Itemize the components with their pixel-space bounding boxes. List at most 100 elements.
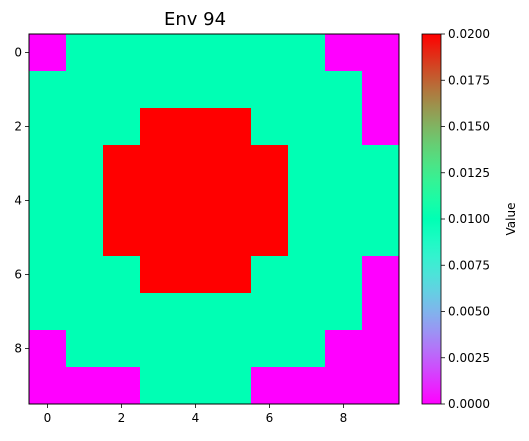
heatmap-cell-r0-c8 (325, 34, 363, 72)
heatmap-cell-r5-c1 (66, 219, 104, 257)
heatmap-cell-r4-c3 (140, 182, 178, 220)
colorbar: 0.0000 0.0025 0.0050 0.0075 0.0100 0.0125 0.01… (421, 27, 490, 411)
colorbar-tick-label-0.0025: 0.0025 (448, 351, 490, 365)
heatmap-cell-r9-c0 (29, 367, 67, 405)
heatmap-cell-r9-c4 (177, 367, 215, 405)
colorbar-tick-label-0.0175: 0.0175 (448, 73, 490, 87)
heatmap-cell-r1-c2 (103, 71, 141, 109)
heatmap-cell-r1-c4 (177, 71, 215, 109)
heatmap-cell-r4-c4 (177, 182, 215, 220)
heatmap-cell-r3-c0 (29, 145, 67, 183)
heatmap-cell-r8-c2 (103, 330, 141, 368)
x-axis-ticks: 0 2 4 6 8 (44, 404, 348, 425)
heatmap-cell-r5-c6 (251, 219, 289, 257)
heatmap-cell-r3-c4 (177, 145, 215, 183)
colorbar-gradient (422, 34, 441, 404)
heatmap-cell-r5-c5 (214, 219, 252, 257)
heatmap-cell-r4-c1 (66, 182, 104, 220)
y-axis-ticks: 0 2 4 6 8 (14, 46, 29, 356)
heatmap-cell-r2-c0 (29, 108, 67, 146)
x-tick-label-2: 2 (118, 411, 126, 425)
x-tick-label-6: 6 (266, 411, 274, 425)
heatmap-cell-r6-c7 (288, 256, 326, 294)
heatmap-cell-r1-c9 (362, 71, 400, 109)
heatmap-cell-r7-c9 (362, 293, 400, 331)
heatmap-cell-r7-c5 (214, 293, 252, 331)
heatmap-cell-r3-c8 (325, 145, 363, 183)
heatmap-cell-r3-c3 (140, 145, 178, 183)
x-tick-label-0: 0 (44, 411, 52, 425)
heatmap-cell-r6-c2 (103, 256, 141, 294)
y-tick-label-4: 4 (14, 194, 22, 208)
colorbar-tick-label-0.0050: 0.0050 (448, 305, 490, 319)
heatmap-cell-r1-c6 (251, 71, 289, 109)
heatmap-cell-r0-c2 (103, 34, 141, 72)
heatmap-cell-r8-c0 (29, 330, 67, 368)
heatmap-cell-r6-c1 (66, 256, 104, 294)
heatmap-cell-r1-c7 (288, 71, 326, 109)
colorbar-tick-label-0.0200: 0.0200 (448, 27, 490, 41)
y-tick-label-0: 0 (14, 46, 22, 60)
heatmap-cell-r0-c5 (214, 34, 252, 72)
heatmap-cell-r7-c4 (177, 293, 215, 331)
heatmap-cell-r0-c1 (66, 34, 104, 72)
heatmap-cell-r8-c7 (288, 330, 326, 368)
heatmap-cell-r5-c2 (103, 219, 141, 257)
heatmap-cell-r9-c1 (66, 367, 104, 405)
chart-title: Env 94 (164, 9, 226, 30)
heatmap-cell-r9-c9 (362, 367, 400, 405)
heatmap-cell-r6-c3 (140, 256, 178, 294)
colorbar-tick-label-0.0125: 0.0125 (448, 166, 490, 180)
heatmap-cell-r2-c3 (140, 108, 178, 146)
colorbar-tick-label-0.0150: 0.0150 (448, 120, 490, 134)
colorbar-tick-label-0.0075: 0.0075 (448, 258, 490, 272)
heatmap-cell-r2-c9 (362, 108, 400, 146)
heatmap-cell-r7-c8 (325, 293, 363, 331)
heatmap-cell-r1-c1 (66, 71, 104, 109)
heatmap-cell-r9-c5 (214, 367, 252, 405)
heatmap-cell-r4-c7 (288, 182, 326, 220)
heatmap-cell-r2-c2 (103, 108, 141, 146)
heatmap-cell-r9-c3 (140, 367, 178, 405)
heatmap-cell-r2-c8 (325, 108, 363, 146)
heatmap-cell-r5-c0 (29, 219, 67, 257)
heatmap-cell-r3-c2 (103, 145, 141, 183)
heatmap-cell-r0-c7 (288, 34, 326, 72)
y-tick-label-2: 2 (14, 120, 22, 134)
y-tick-label-6: 6 (14, 268, 22, 282)
heatmap-cell-r7-c1 (66, 293, 104, 331)
y-tick-label-8: 8 (14, 342, 22, 356)
heatmap-cell-r0-c6 (251, 34, 289, 72)
x-tick-label-4: 4 (192, 411, 200, 425)
x-tick-label-8: 8 (340, 411, 348, 425)
heatmap-cell-r8-c5 (214, 330, 252, 368)
heatmap-cell-r9-c2 (103, 367, 141, 405)
heatmap-cell-r4-c2 (103, 182, 141, 220)
heatmap-cell-r2-c7 (288, 108, 326, 146)
heatmap-cells (29, 34, 400, 405)
heatmap-cell-r5-c3 (140, 219, 178, 257)
heatmap-cell-r7-c3 (140, 293, 178, 331)
colorbar-tick-label-0.0000: 0.0000 (448, 397, 490, 411)
heatmap-cell-r8-c6 (251, 330, 289, 368)
heatmap-cell-r9-c7 (288, 367, 326, 405)
heatmap-cell-r4-c6 (251, 182, 289, 220)
heatmap-cell-r0-c3 (140, 34, 178, 72)
heatmap-cell-r7-c7 (288, 293, 326, 331)
heatmap-cell-r3-c7 (288, 145, 326, 183)
heatmap-cell-r2-c6 (251, 108, 289, 146)
heatmap-cell-r9-c6 (251, 367, 289, 405)
heatmap-cell-r7-c2 (103, 293, 141, 331)
heatmap-cell-r5-c7 (288, 219, 326, 257)
heatmap-cell-r1-c8 (325, 71, 363, 109)
heatmap-cell-r7-c6 (251, 293, 289, 331)
heatmap-cell-r4-c5 (214, 182, 252, 220)
heatmap-cell-r1-c3 (140, 71, 178, 109)
heatmap-cell-r6-c9 (362, 256, 400, 294)
heatmap-cell-r6-c4 (177, 256, 215, 294)
heatmap-cell-r8-c9 (362, 330, 400, 368)
heatmap-cell-r7-c0 (29, 293, 67, 331)
heatmap-cell-r4-c9 (362, 182, 400, 220)
